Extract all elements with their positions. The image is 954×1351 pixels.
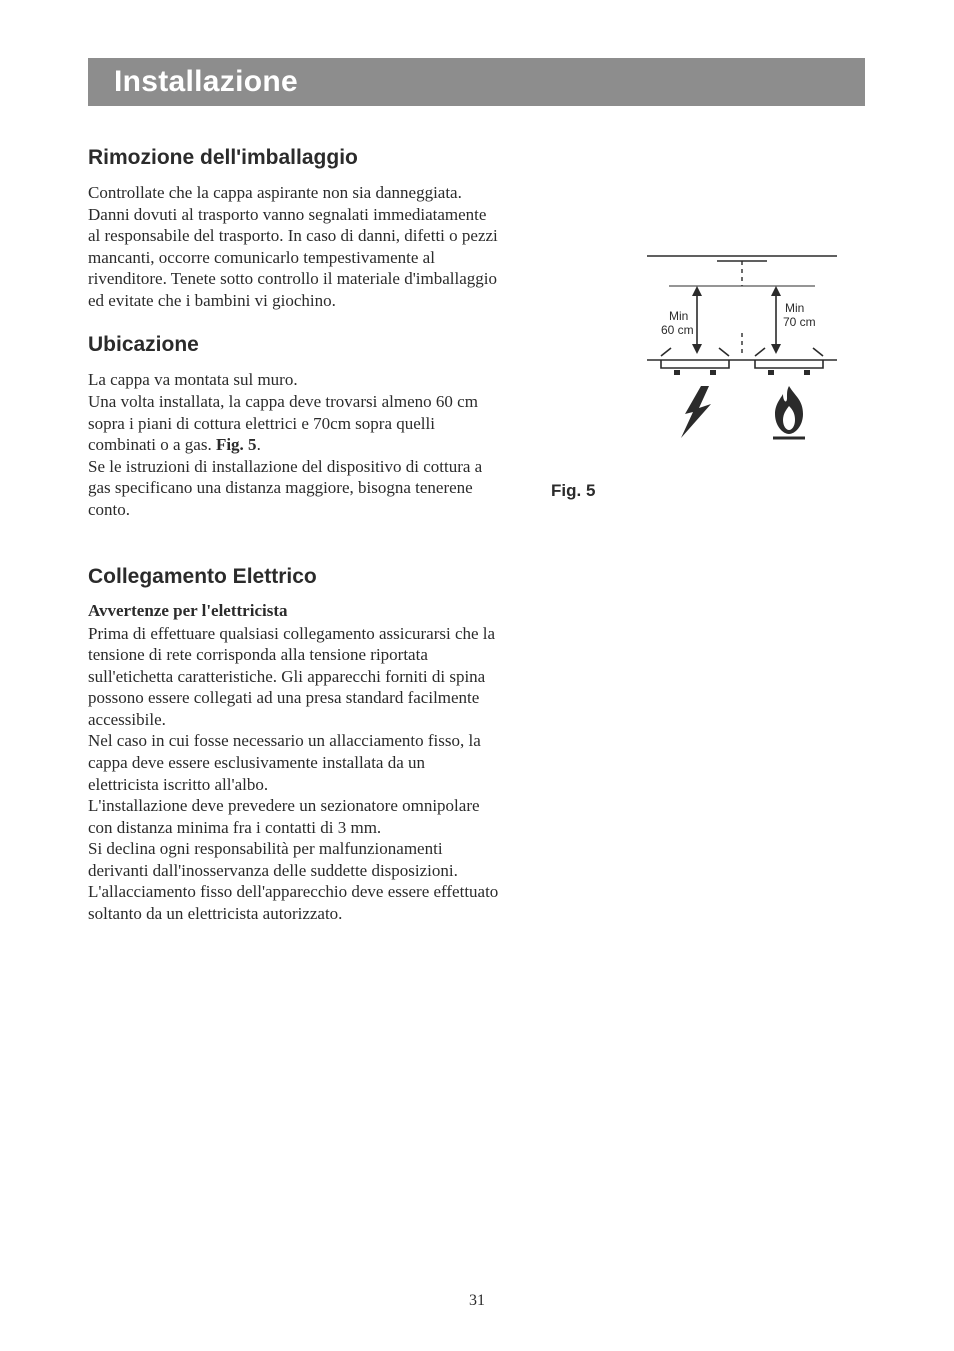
heading-ubicazione: Ubicazione	[88, 333, 500, 357]
title-bar: Installazione	[88, 58, 865, 106]
fig5-left-label-l2: 60 cm	[661, 323, 694, 337]
electric-bolt-icon	[681, 386, 711, 438]
body-ubicazione-pre: La cappa va montata sul muro.Una volta i…	[88, 370, 478, 454]
fig5-right-label-l1: Min	[785, 301, 804, 315]
figure-5-caption: Fig. 5	[551, 481, 865, 501]
body-ubicazione: La cappa va montata sul muro.Una volta i…	[88, 369, 500, 520]
fig5-right-label-l2: 70 cm	[783, 315, 816, 329]
page: Installazione Rimozione dell'imballaggio…	[0, 0, 954, 1351]
figure-5-diagram: Min 60 cm Min 70 cm	[627, 248, 857, 453]
figure-5-area: Min 60 cm Min 70 cm	[545, 248, 865, 501]
page-number: 31	[0, 1292, 954, 1310]
page-title: Installazione	[114, 65, 298, 99]
body-rimozione: Controllate che la cappa aspirante non s…	[88, 182, 500, 311]
left-column: Rimozione dell'imballaggio Controllate c…	[88, 146, 500, 925]
fig5-left-label-l1: Min	[669, 309, 688, 323]
subhead-avvertenze: Avvertenze per l'elettricista	[88, 601, 500, 621]
heading-collegamento: Collegamento Elettrico	[88, 565, 500, 589]
fig-ref-inline: Fig. 5	[216, 435, 257, 454]
heading-rimozione: Rimozione dell'imballaggio	[88, 146, 500, 170]
body-collegamento: Prima di effettuare qualsiasi collegamen…	[88, 623, 500, 925]
gas-flame-icon	[773, 386, 805, 438]
